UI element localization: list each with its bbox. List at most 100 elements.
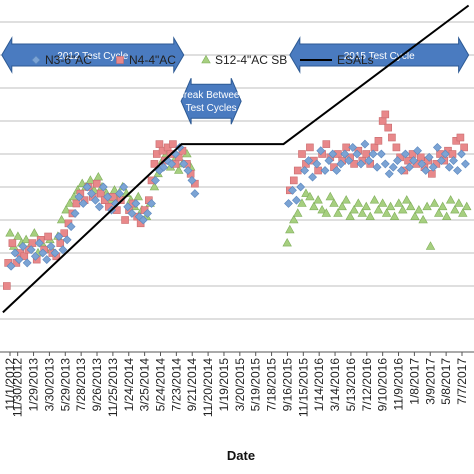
data-point — [14, 255, 24, 265]
data-point — [150, 160, 159, 168]
data-point — [360, 139, 370, 149]
data-point — [50, 248, 60, 258]
data-point — [38, 248, 48, 258]
data-point — [448, 150, 457, 158]
data-point — [397, 166, 406, 175]
data-point — [29, 228, 40, 237]
data-point — [336, 159, 346, 169]
data-point — [410, 211, 420, 220]
x-tick-label: 11/30/2012 — [11, 358, 25, 417]
data-point — [437, 201, 448, 211]
data-point — [282, 237, 292, 247]
data-point — [369, 195, 380, 204]
data-point — [61, 204, 71, 214]
data-point — [293, 208, 303, 217]
data-point — [54, 232, 64, 241]
data-point — [432, 142, 442, 152]
data-point — [317, 204, 327, 214]
data-point — [372, 162, 382, 172]
data-point — [288, 185, 297, 195]
data-point — [414, 204, 424, 214]
data-point — [368, 149, 378, 159]
data-point — [44, 232, 52, 241]
data-point — [434, 208, 444, 217]
data-point — [460, 143, 468, 152]
data-point — [404, 162, 414, 172]
data-point — [159, 162, 169, 172]
data-point — [370, 143, 379, 152]
data-point — [56, 214, 67, 224]
data-point — [392, 143, 401, 152]
data-point — [413, 146, 422, 156]
x-tick-label: 3/30/2013 — [42, 358, 56, 412]
data-point — [13, 231, 23, 240]
data-point — [70, 208, 80, 218]
data-point — [384, 169, 394, 179]
data-point — [325, 191, 335, 201]
data-point — [91, 195, 100, 205]
data-point — [344, 156, 354, 166]
data-point — [296, 182, 306, 192]
data-point — [284, 199, 293, 208]
data-point — [353, 198, 364, 207]
data-point — [28, 239, 37, 247]
data-point — [289, 214, 299, 224]
data-point — [18, 241, 28, 251]
data-point — [453, 166, 462, 175]
legend-marker-s12 — [201, 54, 211, 64]
data-point — [374, 137, 383, 145]
scatter-markers — [3, 110, 472, 290]
data-point — [300, 166, 310, 175]
x-tick-label: 5/29/2013 — [58, 358, 72, 412]
data-point — [123, 202, 133, 212]
data-point — [333, 208, 343, 217]
data-point — [115, 189, 124, 199]
data-point — [384, 123, 393, 132]
data-point — [293, 166, 302, 175]
annotation-label: 2015 Test Cycle — [344, 51, 415, 62]
data-point — [421, 166, 431, 175]
data-point — [92, 179, 101, 188]
data-point — [456, 133, 465, 142]
data-point — [10, 248, 20, 258]
x-tick-label: 11/9/2016 — [392, 358, 406, 411]
data-point — [378, 117, 387, 125]
esal-line-layer — [2, 4, 470, 314]
data-point — [417, 159, 427, 169]
data-point — [444, 162, 454, 172]
data-point — [324, 156, 334, 166]
annotation-arrows: 2012 Test Cycle Break Between Test Cycles 2… — [1, 36, 470, 125]
data-point — [93, 171, 104, 181]
data-point — [422, 201, 432, 211]
x-tick-label: 1/24/2014 — [122, 358, 136, 412]
data-point — [398, 204, 408, 214]
annotation-arrow — [289, 36, 470, 74]
data-point — [348, 142, 358, 152]
legend-label: ESALs — [337, 53, 374, 67]
data-point — [340, 149, 350, 159]
data-point — [337, 201, 347, 211]
data-point — [285, 224, 295, 234]
legend-label: N4-4"AC — [129, 53, 176, 67]
x-tick-label: 9/10/2016 — [376, 358, 390, 412]
data-point — [82, 182, 92, 192]
data-point — [364, 156, 374, 166]
data-point — [320, 166, 330, 175]
data-point — [169, 140, 177, 148]
data-point — [309, 201, 319, 211]
data-point — [131, 199, 141, 208]
data-point — [376, 149, 386, 159]
data-point — [424, 152, 434, 162]
data-point — [316, 146, 326, 156]
data-point — [381, 110, 390, 119]
data-point — [458, 208, 468, 217]
data-point — [409, 156, 419, 166]
data-point — [393, 156, 402, 166]
data-point — [3, 282, 11, 290]
legend-marker-n3 — [31, 55, 41, 65]
data-point — [8, 239, 17, 247]
data-point — [457, 149, 466, 159]
x-tick-label: 7/7/2017 — [455, 358, 469, 405]
data-point — [22, 258, 32, 268]
